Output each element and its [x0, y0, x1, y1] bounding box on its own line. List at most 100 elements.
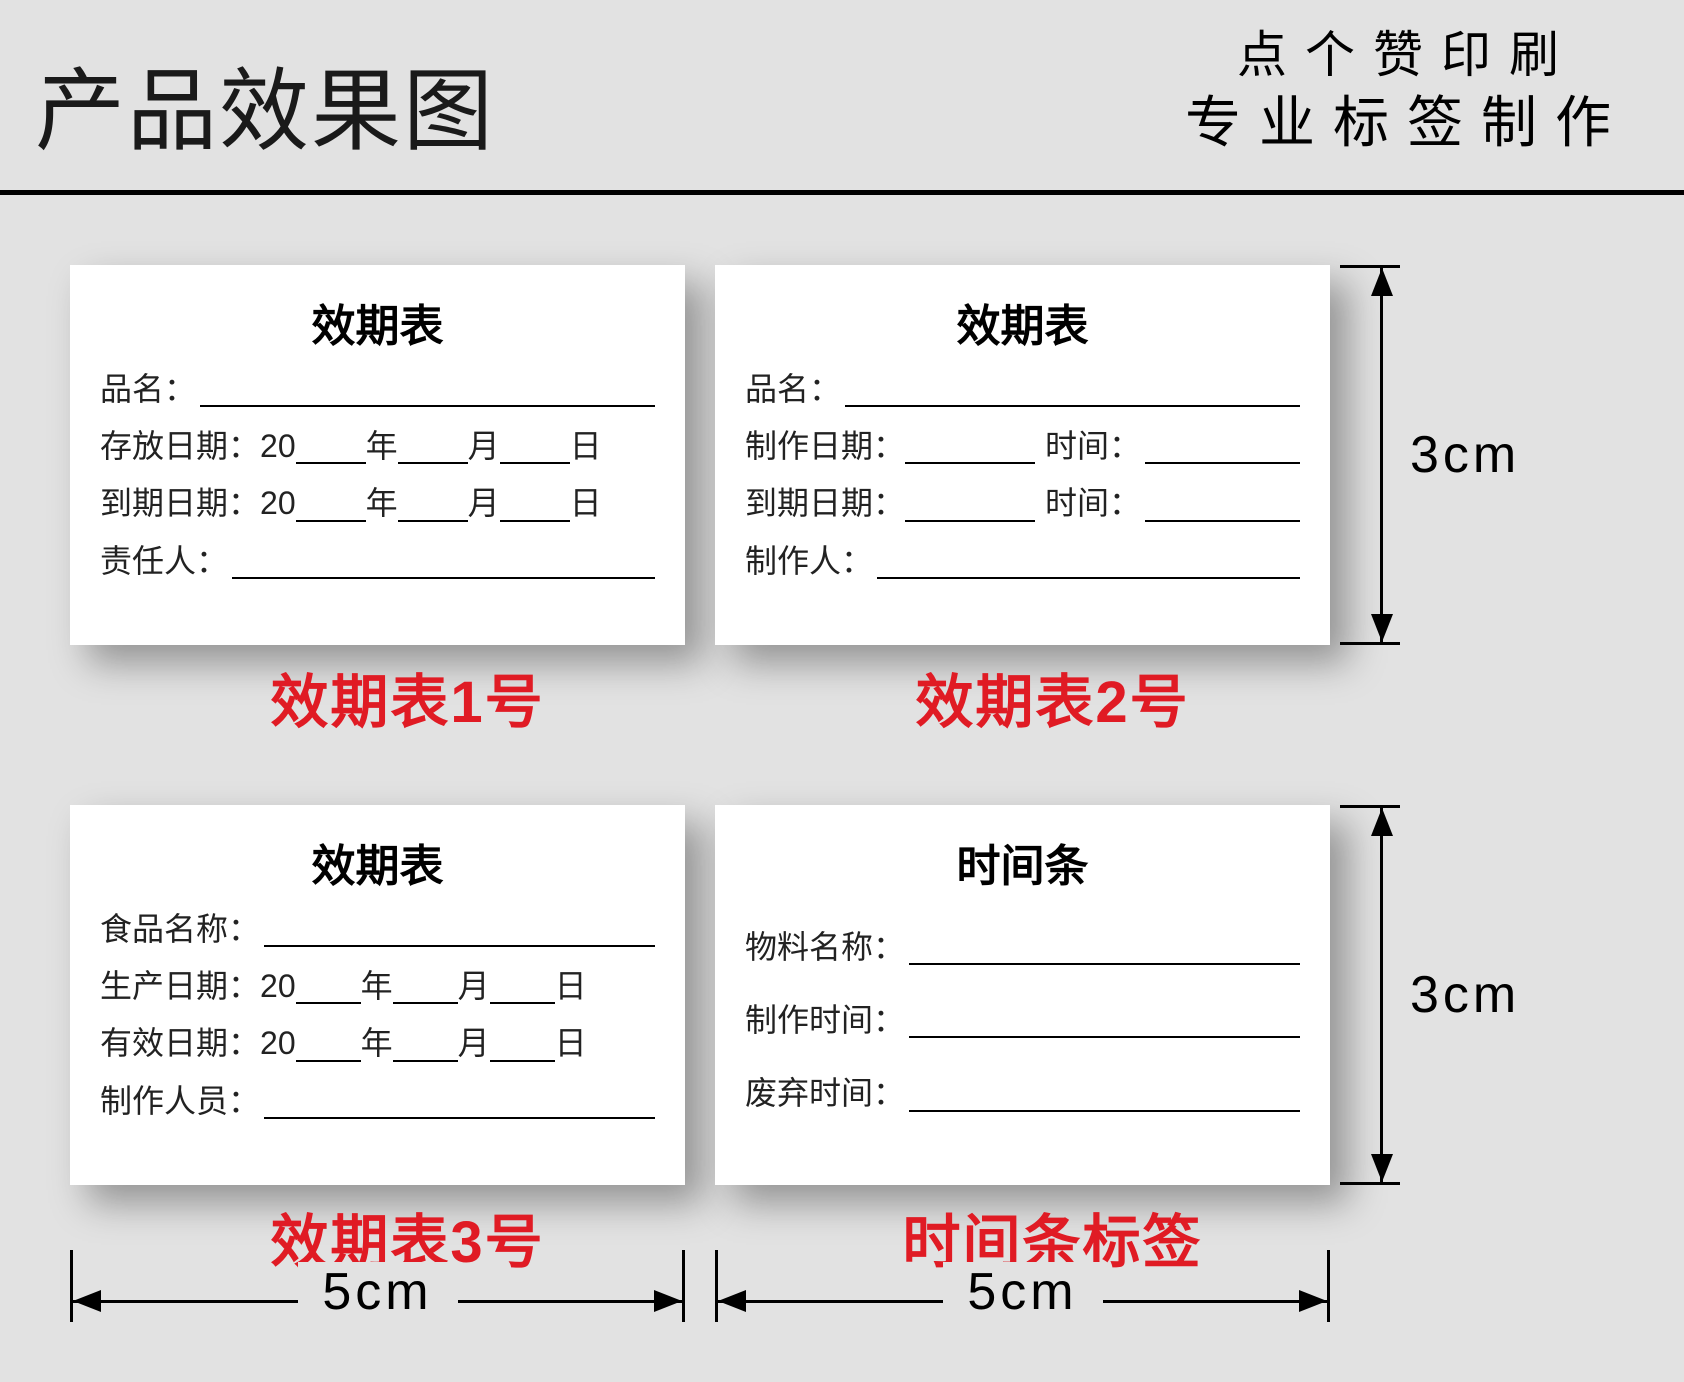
field-label: 存放日期：: [100, 429, 260, 464]
unit-year: 年: [361, 969, 393, 1004]
unit-month: 月: [468, 486, 500, 521]
card-title: 效期表: [100, 830, 655, 894]
field-label: 生产日期：: [100, 969, 260, 1004]
field-label: 食品名称：: [100, 912, 260, 947]
field-label: 到期日期：: [745, 486, 905, 521]
field-label: 物料名称：: [745, 930, 905, 965]
field-label: 品名：: [745, 372, 841, 407]
dimension-label: 3cm: [1410, 965, 1520, 1025]
field-label: 制作时间：: [745, 1003, 905, 1038]
dimension-width-1: 5cm: [70, 1280, 685, 1370]
field-label: 制作日期：: [745, 429, 905, 464]
blank-line: [877, 547, 1300, 579]
blank-time: [1145, 432, 1300, 464]
field-product-name: 品名：: [100, 372, 655, 407]
card-title: 效期表: [100, 290, 655, 354]
blank-line: [909, 933, 1300, 965]
dimension-label: 5cm: [943, 1262, 1103, 1322]
blank-line: [909, 1080, 1300, 1112]
dimension-width-row: 5cm 5cm: [70, 1280, 1330, 1370]
year-prefix: 20: [260, 969, 296, 1004]
blank-line: [909, 1006, 1300, 1038]
card-stage: 效期表 品名： 存放日期： 20 年 月 日 到期日期： 20 年: [70, 265, 1610, 1345]
card-row-1: 效期表 品名： 存放日期： 20 年 月 日 到期日期： 20 年: [70, 265, 1610, 645]
year-prefix: 20: [260, 429, 296, 464]
dimension-label: 5cm: [298, 1262, 458, 1322]
blank-time: [1145, 490, 1300, 522]
unit-day: 日: [555, 1026, 587, 1061]
unit-day: 日: [570, 486, 602, 521]
brand-block: 点个赞印刷 专业标签制作: [1185, 28, 1629, 156]
field-label: 到期日期：: [100, 486, 260, 521]
blank-year: [296, 972, 361, 1004]
blank-date: [905, 432, 1035, 464]
field-label: 废弃时间：: [745, 1076, 905, 1111]
dimension-label: 3cm: [1410, 425, 1520, 485]
dimension-height-1: 3cm: [1340, 265, 1580, 645]
card-title: 时间条: [745, 830, 1300, 894]
field-label: 制作人：: [745, 544, 873, 579]
blank-line: [264, 915, 655, 947]
field-label: 责任人：: [100, 544, 228, 579]
label-card-1: 效期表 品名： 存放日期： 20 年 月 日 到期日期： 20 年: [70, 265, 685, 645]
blank-day: [490, 972, 555, 1004]
field-production-date: 生产日期： 20 年 月 日: [100, 969, 655, 1004]
field-staff: 制作人员：: [100, 1084, 655, 1119]
label-card-4: 时间条 物料名称： 制作时间： 废弃时间： 时间条标签 3cm: [715, 805, 1330, 1185]
unit-month: 月: [458, 969, 490, 1004]
blank-year: [296, 490, 366, 522]
brand-script: 点个赞印刷: [1185, 28, 1629, 83]
year-prefix: 20: [260, 486, 296, 521]
card-title: 效期表: [745, 290, 1300, 354]
field-valid-date: 有效日期： 20 年 月 日: [100, 1026, 655, 1061]
header: 产品效果图 点个赞印刷 专业标签制作: [0, 0, 1684, 195]
time-label: 时间：: [1045, 486, 1141, 521]
page-title: 产品效果图: [35, 38, 495, 168]
blank-month: [398, 490, 468, 522]
dimension-height-2: 3cm: [1340, 805, 1580, 1185]
blank-month: [393, 972, 458, 1004]
card-row-2: 效期表 食品名称： 生产日期： 20 年 月 日 有效日期： 20 年: [70, 805, 1610, 1185]
field-make-time: 制作时间：: [745, 1003, 1300, 1038]
blank-year: [296, 432, 366, 464]
field-material-name: 物料名称：: [745, 930, 1300, 965]
field-expiry-date: 到期日期： 20 年 月 日: [100, 486, 655, 521]
unit-month: 月: [458, 1026, 490, 1061]
blank-day: [500, 490, 570, 522]
unit-year: 年: [366, 486, 398, 521]
brand-subtitle: 专业标签制作: [1185, 89, 1629, 156]
blank-day: [490, 1030, 555, 1062]
field-responsible: 责任人：: [100, 544, 655, 579]
dimension-width-2: 5cm: [715, 1280, 1330, 1370]
field-product-name: 品名：: [745, 372, 1300, 407]
label-card-3: 效期表 食品名称： 生产日期： 20 年 月 日 有效日期： 20 年: [70, 805, 685, 1185]
label-card-2: 效期表 品名： 制作日期： 时间： 到期日期： 时间： 制作人：: [715, 265, 1330, 645]
field-label: 品名：: [100, 372, 196, 407]
blank-line: [264, 1087, 655, 1119]
field-food-name: 食品名称：: [100, 912, 655, 947]
blank-line: [200, 375, 655, 407]
blank-day: [500, 432, 570, 464]
field-label: 制作人员：: [100, 1084, 260, 1119]
card-caption: 效期表2号: [745, 655, 1360, 739]
blank-year: [296, 1030, 361, 1062]
blank-month: [393, 1030, 458, 1062]
blank-line: [232, 547, 655, 579]
time-label: 时间：: [1045, 429, 1141, 464]
field-maker: 制作人：: [745, 544, 1300, 579]
blank-month: [398, 432, 468, 464]
unit-day: 日: [555, 969, 587, 1004]
field-storage-date: 存放日期： 20 年 月 日: [100, 429, 655, 464]
unit-year: 年: [361, 1026, 393, 1061]
field-discard-time: 废弃时间：: [745, 1076, 1300, 1111]
unit-day: 日: [570, 429, 602, 464]
field-expiry-date: 到期日期： 时间：: [745, 486, 1300, 521]
card-caption: 效期表1号: [100, 655, 715, 739]
field-label: 有效日期：: [100, 1026, 260, 1061]
year-prefix: 20: [260, 1026, 296, 1061]
unit-year: 年: [366, 429, 398, 464]
field-make-date: 制作日期： 时间：: [745, 429, 1300, 464]
blank-date: [905, 490, 1035, 522]
unit-month: 月: [468, 429, 500, 464]
blank-line: [845, 375, 1300, 407]
